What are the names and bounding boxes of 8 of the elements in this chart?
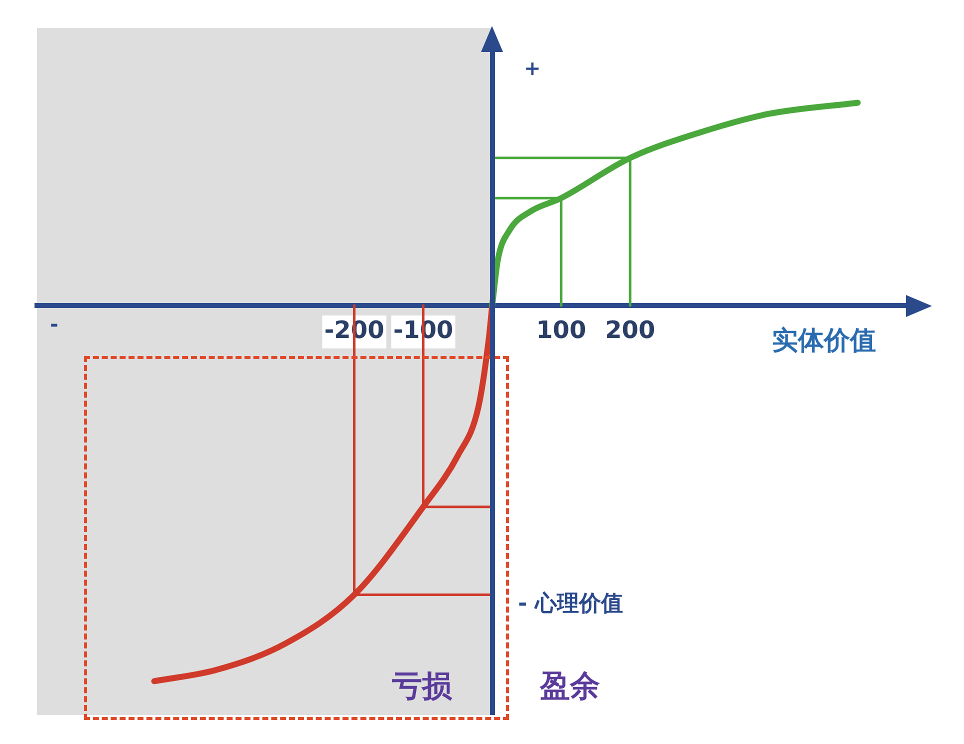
annotation: - — [50, 312, 58, 336]
x-tick-label: 100 — [536, 316, 586, 344]
y-axis-title: - 心理价值 — [518, 590, 623, 617]
x-tick-label: 200 — [605, 316, 656, 344]
text: + — [524, 56, 541, 80]
x-axis-title: 实体价值 — [772, 326, 876, 356]
annotation: 盈余 — [539, 668, 600, 704]
annotation: 亏损 — [391, 668, 453, 704]
